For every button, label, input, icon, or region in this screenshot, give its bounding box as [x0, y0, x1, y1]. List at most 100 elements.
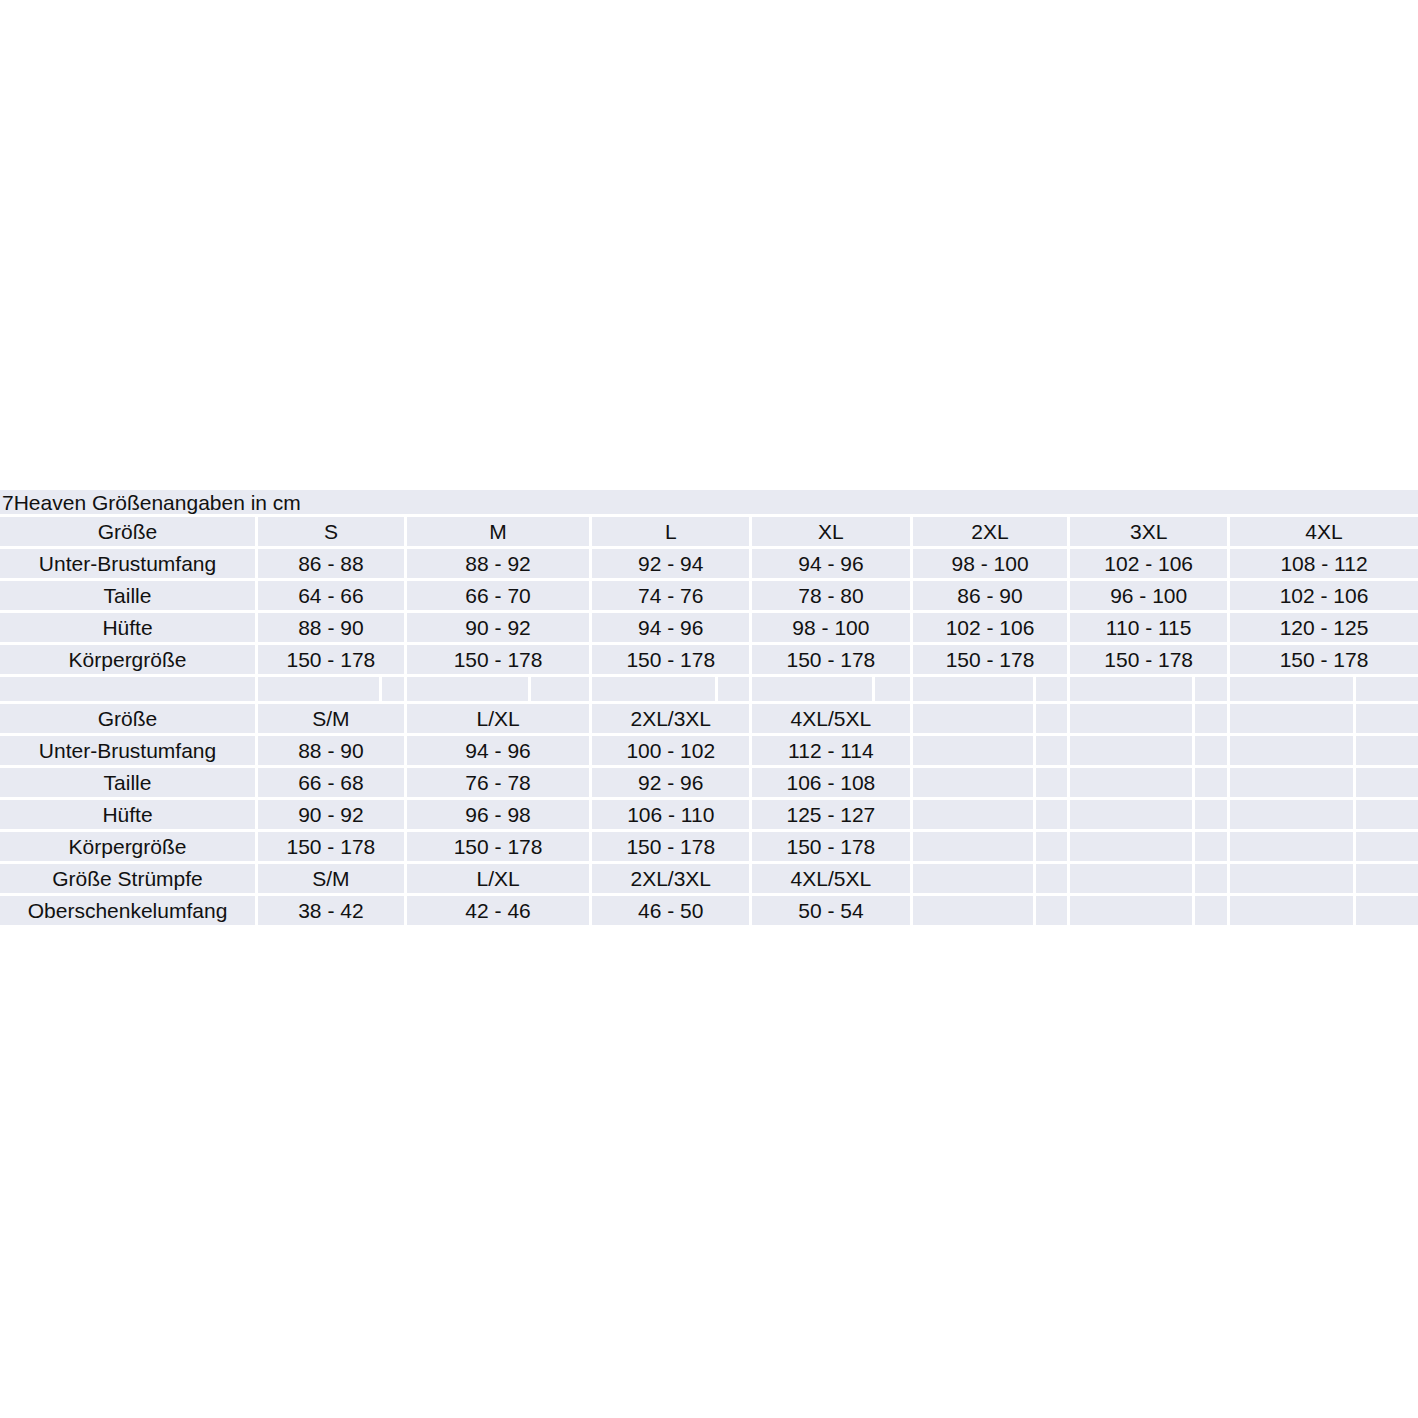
spacer-cell: [1230, 677, 1353, 701]
empty-cell: [1195, 704, 1227, 733]
column-header-cell: S: [258, 517, 404, 546]
table-row: Taille66 - 6876 - 7892 - 96106 - 108: [0, 768, 1418, 797]
title-row: 7Heaven Größenangaben in cm: [0, 490, 1418, 514]
value-cell: 94 - 96: [407, 736, 590, 765]
row-label-cell: Körpergröße: [0, 645, 255, 674]
value-cell: 102 - 106: [913, 613, 1068, 642]
value-cell: 96 - 98: [407, 800, 590, 829]
empty-cell: [1195, 864, 1227, 893]
empty-cell: [1230, 864, 1353, 893]
empty-cell: [1070, 896, 1192, 925]
column-header-cell: L/XL: [407, 704, 590, 733]
spacer-cell: [0, 677, 255, 701]
empty-cell: [1036, 704, 1067, 733]
size-chart-table: 7Heaven Größenangaben in cm GrößeSMLXL2X…: [0, 487, 1418, 928]
spacer-cell: [592, 677, 715, 701]
value-cell: 106 - 110: [592, 800, 749, 829]
column-header-cell: M: [407, 517, 590, 546]
row-label-cell: Taille: [0, 581, 255, 610]
empty-cell: [1070, 864, 1192, 893]
value-cell: 96 - 100: [1070, 581, 1227, 610]
value-cell: 150 - 178: [258, 645, 404, 674]
row-label-cell: Größe Strümpfe: [0, 864, 255, 893]
value-cell: 150 - 178: [752, 832, 910, 861]
empty-cell: [1356, 832, 1418, 861]
table1-header-row: GrößeSMLXL2XL3XL4XL: [0, 517, 1418, 546]
empty-cell: [1356, 768, 1418, 797]
value-cell: 150 - 178: [913, 645, 1068, 674]
spacer-cell: [875, 677, 910, 701]
empty-cell: [1070, 736, 1192, 765]
empty-cell: [1230, 832, 1353, 861]
value-cell: 98 - 100: [913, 549, 1068, 578]
value-cell: 94 - 96: [752, 549, 910, 578]
spacer-cell: [913, 677, 1034, 701]
row-header-label: Größe: [0, 517, 255, 546]
value-cell: 150 - 178: [407, 645, 590, 674]
column-header-cell: 4XL/5XL: [752, 704, 910, 733]
value-cell: 86 - 90: [913, 581, 1068, 610]
empty-cell: [913, 704, 1034, 733]
empty-cell: [1356, 896, 1418, 925]
spacer-cell: [531, 677, 589, 701]
row-label-cell: Hüfte: [0, 613, 255, 642]
table-row: Oberschenkelumfang38 - 4242 - 4646 - 505…: [0, 896, 1418, 925]
empty-cell: [1195, 832, 1227, 861]
size-chart: 7Heaven Größenangaben in cm GrößeSMLXL2X…: [0, 487, 1418, 928]
row-label-cell: Unter-Brustumfang: [0, 549, 255, 578]
value-cell: 102 - 106: [1230, 581, 1418, 610]
empty-cell: [913, 896, 1034, 925]
empty-cell: [913, 832, 1034, 861]
empty-cell: [1195, 800, 1227, 829]
table-title: 7Heaven Größenangaben in cm: [0, 490, 1418, 514]
empty-cell: [1356, 736, 1418, 765]
value-cell: 112 - 114: [752, 736, 910, 765]
empty-cell: [1036, 736, 1067, 765]
table2-header-row: GrößeS/ML/XL2XL/3XL4XL/5XL: [0, 704, 1418, 733]
empty-cell: [1356, 800, 1418, 829]
table-row: Hüfte90 - 9296 - 98106 - 110125 - 127: [0, 800, 1418, 829]
table-row: Größe StrümpfeS/ML/XL2XL/3XL4XL/5XL: [0, 864, 1418, 893]
value-cell: 86 - 88: [258, 549, 404, 578]
value-cell: 150 - 178: [407, 832, 590, 861]
spacer-cell: [1356, 677, 1418, 701]
spacer-cell: [407, 677, 529, 701]
empty-cell: [1036, 768, 1067, 797]
value-cell: 106 - 108: [752, 768, 910, 797]
empty-cell: [1070, 800, 1192, 829]
spacer-cell: [718, 677, 749, 701]
empty-cell: [1356, 864, 1418, 893]
value-cell: 125 - 127: [752, 800, 910, 829]
value-cell: 90 - 92: [407, 613, 590, 642]
table-row: Körpergröße150 - 178150 - 178150 - 17815…: [0, 832, 1418, 861]
value-cell: 150 - 178: [752, 645, 910, 674]
empty-cell: [1036, 896, 1067, 925]
value-cell: 110 - 115: [1070, 613, 1227, 642]
spacer-cell: [1070, 677, 1192, 701]
value-cell: 64 - 66: [258, 581, 404, 610]
value-cell: 2XL/3XL: [592, 864, 749, 893]
empty-cell: [1230, 736, 1353, 765]
row-label-cell: Hüfte: [0, 800, 255, 829]
table-row: Unter-Brustumfang86 - 8888 - 9292 - 9494…: [0, 549, 1418, 578]
value-cell: 92 - 96: [592, 768, 749, 797]
empty-cell: [1195, 768, 1227, 797]
value-cell: 150 - 178: [258, 832, 404, 861]
table-row: Unter-Brustumfang88 - 9094 - 96100 - 102…: [0, 736, 1418, 765]
value-cell: 150 - 178: [592, 645, 749, 674]
spacer-row: [0, 677, 1418, 701]
value-cell: 74 - 76: [592, 581, 749, 610]
value-cell: L/XL: [407, 864, 590, 893]
value-cell: 38 - 42: [258, 896, 404, 925]
empty-cell: [913, 864, 1034, 893]
table-row: Körpergröße150 - 178150 - 178150 - 17815…: [0, 645, 1418, 674]
empty-cell: [1230, 800, 1353, 829]
empty-cell: [1070, 768, 1192, 797]
empty-cell: [1036, 864, 1067, 893]
value-cell: 88 - 90: [258, 736, 404, 765]
empty-cell: [1036, 832, 1067, 861]
value-cell: 4XL/5XL: [752, 864, 910, 893]
value-cell: 92 - 94: [592, 549, 749, 578]
value-cell: 66 - 70: [407, 581, 590, 610]
value-cell: S/M: [258, 864, 404, 893]
